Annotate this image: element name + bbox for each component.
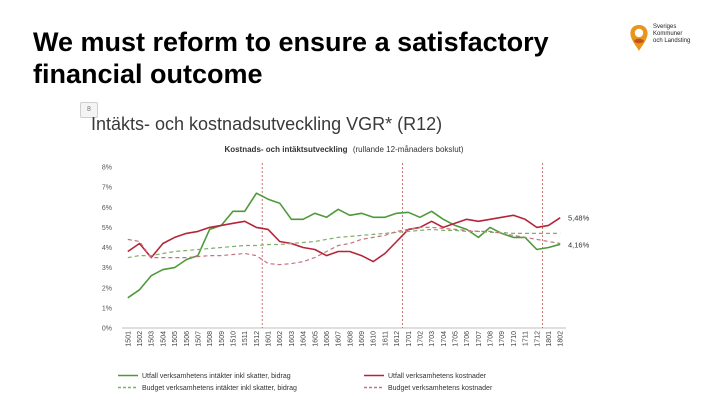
legend-label: Utfall verksamhetens intäkter inkl skatt…	[142, 373, 291, 380]
page-number: 8	[80, 102, 98, 118]
x-tick-label: 1512	[254, 331, 261, 347]
y-tick-label: 8%	[102, 165, 112, 172]
x-tick-label: 1704	[441, 331, 448, 347]
legend-label: Budget verksamhetens kostnader	[388, 385, 493, 392]
x-tick-label: 1602	[277, 331, 284, 347]
x-tick-label: 1706	[464, 331, 471, 347]
legend-item: Utfall verksamhetens intäkter inkl skatt…	[118, 373, 291, 380]
x-tick-label: 1601	[266, 331, 273, 347]
x-tick-label: 1802	[558, 331, 565, 347]
x-tick-label: 1712	[534, 331, 541, 347]
x-tick-label: 1702	[417, 331, 424, 347]
x-tick-label: 1708	[488, 331, 495, 347]
chart-title-bold: Kostnads- och intäktsutveckling	[224, 145, 347, 154]
x-tick-label: 1610	[371, 331, 378, 347]
series-group	[127, 192, 561, 299]
y-tick-label: 4%	[102, 245, 112, 252]
x-tick-label: 1612	[394, 331, 401, 347]
x-tick-label: 1707	[476, 331, 483, 347]
x-tick-label: 1608	[347, 331, 354, 347]
data-label: 4,16%	[568, 240, 590, 249]
x-tick-label: 1710	[511, 331, 518, 347]
x-tick-label: 1709	[499, 331, 506, 347]
x-tick-label: 1605	[312, 331, 319, 347]
legend-item: Budget verksamhetens intäkter inkl skatt…	[118, 385, 297, 392]
x-tick-label: 1505	[172, 331, 179, 347]
logo-text: Sveriges Kommuner och Landsting	[653, 24, 709, 45]
x-tick-label: 1604	[301, 331, 308, 347]
chart-legend: Utfall verksamhetens intäkter inkl skatt…	[118, 373, 493, 392]
chart-title: Kostnads- och intäktsutveckling (rulland…	[224, 145, 463, 154]
slide-title: We must reform to ensure a satisfactory …	[33, 27, 549, 89]
legend-item: Budget verksamhetens kostnader	[364, 385, 493, 392]
organization-logo: Sveriges Kommuner och Landsting	[627, 22, 707, 56]
series-line	[127, 214, 561, 263]
legend-item: Utfall verksamhetens kostnader	[364, 373, 487, 380]
y-tick-label: 7%	[102, 185, 112, 192]
x-tick-label: 1506	[184, 331, 191, 347]
x-tick-label: 1508	[207, 331, 214, 347]
y-tick-label: 6%	[102, 205, 112, 212]
series-line	[127, 228, 561, 259]
chart-heading: Intäkts- och kostnadsutveckling VGR* (R1…	[91, 114, 443, 134]
logo-line: Sveriges	[653, 24, 677, 30]
x-tick-label: 1503	[149, 331, 156, 347]
chart-series	[127, 192, 561, 299]
x-tick-label: 1603	[289, 331, 296, 347]
x-tick-label: 1511	[242, 331, 249, 346]
x-tick-label: 1510	[231, 331, 238, 347]
x-tick-label: 1705	[453, 331, 460, 347]
x-tick-label: 1703	[429, 331, 436, 347]
logo-line: Kommuner	[653, 31, 683, 37]
series-group	[127, 214, 561, 263]
y-tick-label: 5%	[102, 225, 112, 232]
data-label: 5,48%	[568, 214, 590, 223]
legend-label: Budget verksamhetens intäkter inkl skatt…	[142, 385, 297, 392]
logo-icon	[630, 25, 648, 51]
y-tick-label: 2%	[102, 285, 112, 292]
x-tick-label: 1507	[195, 331, 202, 347]
x-tick-label: 1801	[546, 331, 553, 347]
x-tick-label: 1504	[160, 331, 167, 347]
x-tick-label: 1611	[382, 331, 389, 346]
chart-annotations: 5,48% 4,16%	[568, 214, 590, 250]
logo-line: och Landsting	[653, 38, 691, 44]
chart-axes: 0% 1% 2% 3% 4% 5% 6% 7% 8% 1501 1502 1503 1504 1505 15…	[102, 163, 566, 347]
x-tick-label: 1501	[125, 331, 132, 347]
y-tick-label: 1%	[102, 305, 112, 312]
series-group	[127, 228, 561, 259]
y-tick-label: 3%	[102, 265, 112, 272]
series-line	[127, 192, 561, 299]
x-tick-label: 1711	[523, 331, 530, 346]
y-tick-label: 0%	[102, 326, 112, 333]
x-tick-label: 1701	[406, 331, 413, 347]
x-tick-label: 1606	[324, 331, 331, 347]
series-line	[127, 226, 561, 266]
x-tick-label: 1609	[359, 331, 366, 347]
chart-title-rest: (rullande 12-månaders bokslut)	[353, 145, 464, 154]
x-tick-label: 1509	[219, 331, 226, 347]
legend-label: Utfall verksamhetens kostnader	[388, 373, 487, 380]
x-tick-label: 1607	[336, 331, 343, 347]
x-tick-label: 1502	[137, 331, 144, 347]
series-group	[127, 226, 561, 266]
